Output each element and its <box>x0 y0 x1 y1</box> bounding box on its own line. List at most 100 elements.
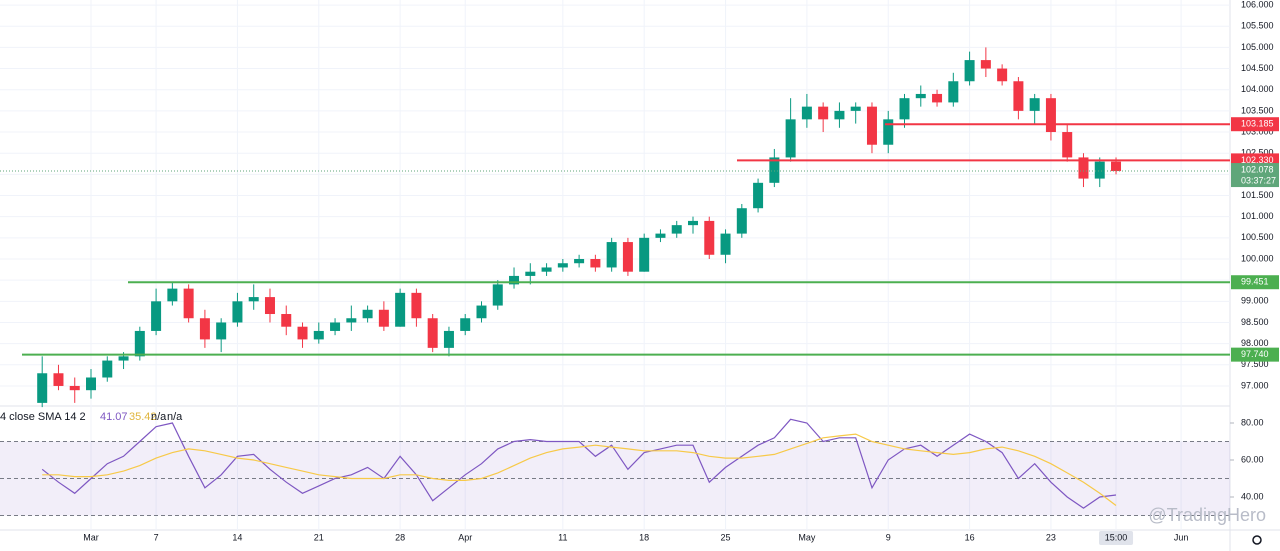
gear[interactable] <box>1252 535 1262 545</box>
candle-body <box>899 98 910 120</box>
x-tick-label: Apr <box>458 532 472 542</box>
candle-body <box>1062 132 1073 158</box>
candle-body <box>313 330 324 340</box>
countdown: 03:37:27 <box>1241 175 1276 185</box>
time-highlight <box>1099 531 1134 545</box>
y-tick-label: 104.500 <box>1241 63 1274 73</box>
candle-body <box>622 242 633 272</box>
x-tick-label: 16 <box>965 532 975 542</box>
x-tick-label: 25 <box>721 532 731 542</box>
y-tick-label: 106.000 <box>1241 0 1274 9</box>
level-label: 99.451 <box>1241 277 1269 287</box>
candle-body <box>362 309 373 319</box>
y-tick-label: 98.500 <box>1241 317 1269 327</box>
y-tick-label: 101.500 <box>1241 190 1274 200</box>
last-price-label: 102.078 <box>1241 164 1274 174</box>
candle-body <box>1029 98 1040 111</box>
indicator-label: 4 close SMA 14 2 <box>0 411 86 423</box>
candle-body <box>134 330 145 357</box>
x-tick-label: 14 <box>232 532 242 542</box>
y-tick-label: 104.000 <box>1241 84 1274 94</box>
candle-body <box>102 360 113 378</box>
candle-body <box>655 233 666 238</box>
candle-body <box>1013 81 1024 111</box>
candle-body <box>346 318 357 323</box>
candle-body <box>281 314 292 327</box>
candle-body <box>53 373 64 386</box>
candle-body <box>1111 161 1122 172</box>
x-tick-label: 21 <box>314 532 324 542</box>
candle-body <box>183 288 194 319</box>
candle-body <box>574 258 585 264</box>
x-tick-label: 7 <box>154 532 159 542</box>
candle-body <box>378 309 389 327</box>
candle-body <box>769 157 780 183</box>
candle-body <box>411 292 422 319</box>
candle-body <box>37 373 48 403</box>
candle-body <box>86 377 97 391</box>
level-label: 97.740 <box>1241 349 1269 359</box>
candle-body <box>850 106 861 111</box>
candle-body <box>915 93 926 99</box>
candle-body <box>639 237 650 272</box>
candle-body <box>590 258 601 268</box>
x-tick-label: 23 <box>1046 532 1056 542</box>
candle-body <box>720 233 731 255</box>
watermark: @TradingHero <box>1148 505 1266 525</box>
x-tick-label: 18 <box>639 532 649 542</box>
candle-body <box>69 385 80 391</box>
level-marker <box>1231 117 1279 132</box>
candle-body <box>541 267 552 272</box>
y-tick-label: 101.000 <box>1241 211 1274 221</box>
candle-body <box>492 284 503 306</box>
settings-icon[interactable] <box>1252 535 1262 545</box>
candle-body <box>248 297 259 302</box>
candle-body <box>997 68 1008 82</box>
y-tick-label: 105.500 <box>1241 21 1274 31</box>
indicator-header: 4 close SMA 14 2 41.07 35.42 n/a n/a <box>0 411 183 423</box>
y-tick-label: 99.000 <box>1241 296 1269 306</box>
candle-body <box>264 297 275 315</box>
candle-body <box>834 110 845 120</box>
candle-body <box>330 322 341 331</box>
candle-body <box>199 318 210 340</box>
x-tick-label: 15:00 <box>1105 532 1128 542</box>
x-tick-label: Jun <box>1174 532 1189 542</box>
candle-body <box>964 60 975 82</box>
rsi-value: 41.07 <box>100 411 128 423</box>
candle-body <box>1078 157 1089 179</box>
candle-body <box>1094 161 1105 179</box>
candle-body <box>1045 98 1056 133</box>
candle-body <box>688 220 698 226</box>
x-tick-label: 9 <box>886 532 891 542</box>
y-tick-label: 98.000 <box>1241 338 1269 348</box>
candle-body <box>443 330 454 348</box>
candle-body <box>557 263 568 268</box>
candle-body <box>785 119 796 158</box>
y-tick-label: 102.500 <box>1241 148 1274 158</box>
level-label: 103.185 <box>1241 119 1274 129</box>
x-tick-label: 11 <box>558 532 567 542</box>
level-marker <box>1231 347 1279 362</box>
na-label: n/a <box>151 411 167 423</box>
candle-body <box>167 288 178 302</box>
candle-body <box>118 356 129 361</box>
candle-body <box>476 305 487 319</box>
y-tick-label: 103.500 <box>1241 105 1274 115</box>
candle-body <box>151 301 162 331</box>
candle-body <box>216 322 227 340</box>
candle-body <box>704 220 715 255</box>
candle-body <box>818 106 829 120</box>
y-tick-label: 40.00 <box>1241 491 1264 501</box>
candle-body <box>525 271 536 276</box>
y-tick-label: 97.500 <box>1241 359 1269 369</box>
x-tick-label: May <box>798 532 816 542</box>
level-marker <box>1231 275 1279 290</box>
candle-body <box>671 225 682 234</box>
y-tick-label: 105.000 <box>1241 42 1274 52</box>
candle-body <box>606 242 617 268</box>
y-tick-label: 80.00 <box>1241 417 1264 427</box>
candle-body <box>509 275 520 285</box>
x-tick-label: Mar <box>83 532 99 542</box>
na-label: n/a <box>167 411 183 423</box>
